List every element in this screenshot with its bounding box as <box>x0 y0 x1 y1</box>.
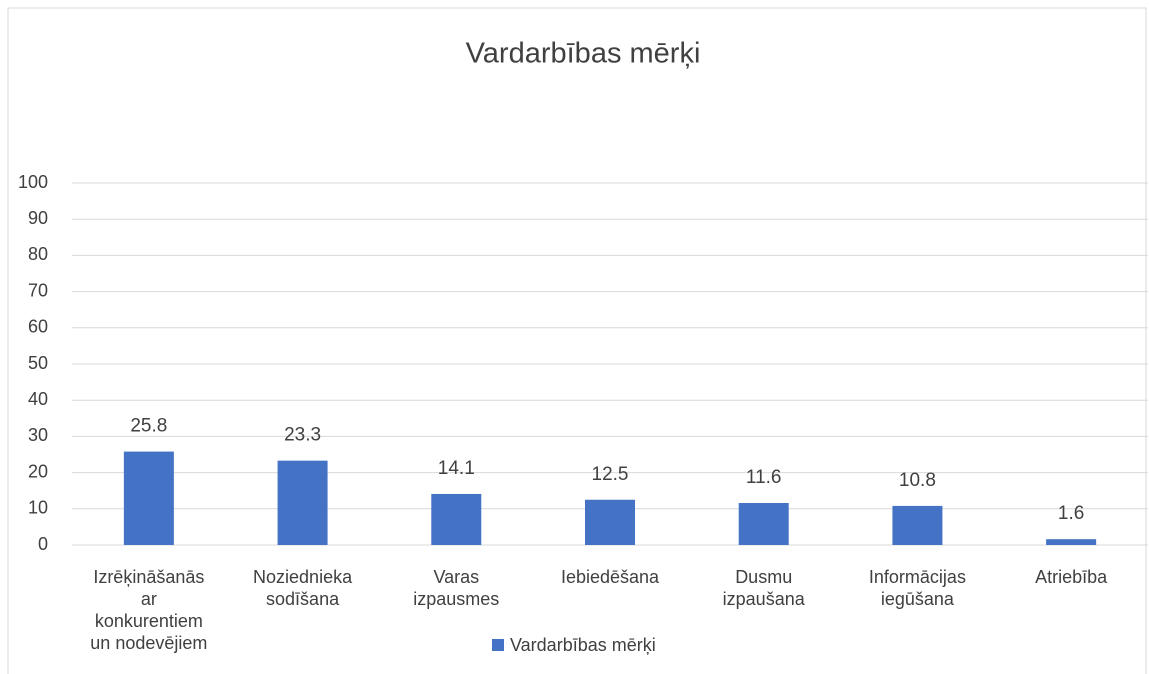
data-label: 25.8 <box>130 416 167 437</box>
y-tick-label: 10 <box>28 498 48 518</box>
y-tick-label: 80 <box>28 244 48 264</box>
data-label: 1.6 <box>1058 503 1084 524</box>
y-tick-label: 20 <box>28 461 48 481</box>
y-tick-label: 60 <box>28 317 48 337</box>
data-label: 14.1 <box>438 458 475 479</box>
bar <box>277 460 328 545</box>
bar <box>738 503 789 545</box>
y-tick-label: 0 <box>38 534 48 554</box>
x-tick-label: Noziednieka sodīšana <box>253 567 353 609</box>
legend-swatch <box>492 639 504 651</box>
data-label: 11.6 <box>746 467 782 488</box>
x-tick-label: Iebiedēšana <box>560 567 660 587</box>
x-tick-label: Varas izpausmes <box>413 567 500 609</box>
chart-title: Vardarbības mērķi <box>466 38 701 70</box>
x-tick-label: Informācijas iegūšana <box>868 567 966 609</box>
bar <box>431 493 482 545</box>
bar <box>1046 539 1097 545</box>
bar <box>123 451 174 545</box>
x-tick-label: Dusmu izpaušana <box>722 567 805 609</box>
data-label: 12.5 <box>592 464 629 485</box>
y-tick-label: 40 <box>28 389 48 409</box>
chart-border <box>7 7 1147 674</box>
bar <box>892 505 943 545</box>
x-tick-label: Atriebība <box>1035 567 1108 587</box>
legend-label: Vardarbības mērķi <box>510 635 656 655</box>
data-label: 23.3 <box>284 425 321 446</box>
x-tick-label: Izrēķināšanās ar konkurentiem un nodevēj… <box>90 567 208 653</box>
y-tick-label: 100 <box>18 172 48 192</box>
bar <box>585 499 635 545</box>
y-tick-label: 90 <box>28 208 48 228</box>
data-label: 10.8 <box>899 470 936 491</box>
y-tick-label: 70 <box>28 280 48 300</box>
y-tick-label: 50 <box>28 353 48 373</box>
y-tick-label: 30 <box>28 425 48 445</box>
